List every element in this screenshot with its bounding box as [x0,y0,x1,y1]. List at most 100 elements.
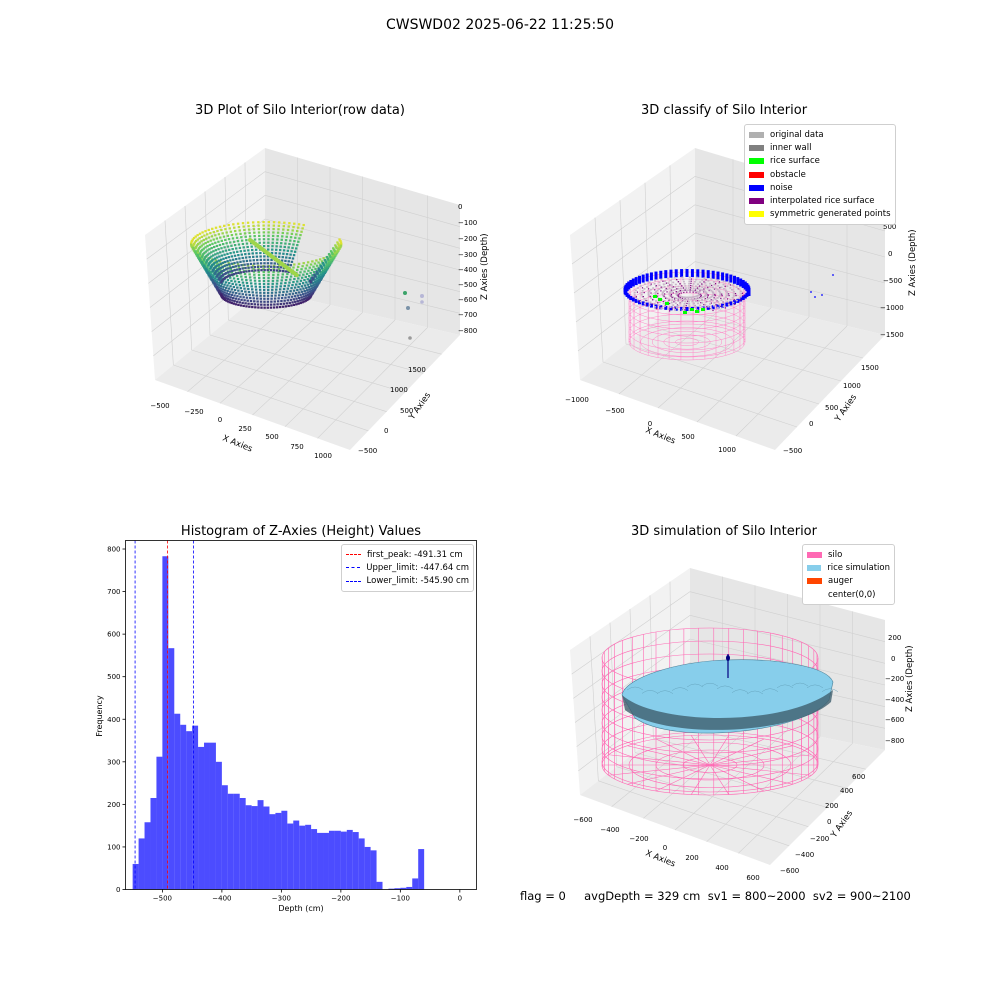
legend-label: interpolated rice surface [770,196,875,207]
classify-original-mark [653,303,656,305]
raw-point-cloud-mark [286,287,290,290]
classify-original-mark [639,285,642,287]
raw-point-cloud-mark [215,256,219,259]
raw-point-cloud-mark [249,299,253,303]
raw-point-cloud-mark [291,257,295,260]
raw-point-cloud-mark [311,274,314,277]
raw-point-cloud-mark [244,266,247,270]
raw-point-cloud-mark [222,235,226,238]
raw-point-cloud-mark [267,231,270,234]
classify-original-mark [671,296,674,298]
classify-interpolated-mark [733,298,735,301]
raw-point-cloud-mark [250,285,253,288]
raw-point-cloud-mark [203,251,206,255]
raw-point-cloud-mark [239,295,242,298]
raw-point-cloud-mark [221,250,225,253]
classify-original-mark [712,291,715,294]
raw-point-cloud-mark [272,231,275,234]
raw-point-cloud-mark [310,289,313,292]
raw-point-cloud-mark [287,225,290,228]
classify-original-mark [652,298,655,301]
raw-point-cloud-mark [251,221,255,224]
classify-original-mark [668,298,671,301]
raw-point-cloud-mark [200,235,204,238]
sim-ytick: 400 [840,787,853,795]
classify-original-mark [690,287,693,289]
classify-original-mark [693,280,696,283]
raw-point-cloud-mark [247,252,251,255]
raw-point-cloud-mark [297,240,300,243]
raw-point-cloud-mark [214,241,217,244]
raw-point-cloud-mark [284,281,287,285]
legend-entry: symmetric generated points [749,208,891,221]
classify-interpolated-mark [686,302,688,305]
raw-point-cloud-mark [194,235,197,238]
raw-point-cloud-mark [233,300,236,303]
classify-noise-mark [625,283,629,292]
raw-point-cloud-mark [229,276,232,279]
raw-point-cloud-mark [259,291,262,294]
classify-original-mark [662,294,665,297]
raw-point-cloud-mark [207,228,210,232]
classify-interpolated-mark [689,289,691,291]
legend-label: auger [828,576,853,587]
classify-rice-surface-mark [683,311,687,314]
raw-point-cloud-mark [230,244,233,247]
raw-point-cloud-mark [315,282,319,285]
raw-point-cloud-mark [216,268,220,271]
raw-point-cloud-mark [272,224,276,227]
classify-noise-mark [664,305,668,310]
raw-point-cloud-mark [308,295,311,298]
raw-point-cloud-mark [221,290,224,293]
raw-point-cloud-mark [194,251,197,254]
raw-point-cloud-mark [284,270,288,273]
raw-point-cloud-mark [288,222,291,225]
classify-interpolated-mark [689,291,691,293]
raw-point-cloud-mark [249,282,253,285]
classify-interpolated-mark [678,296,680,298]
sim-rice-mesh [806,684,824,689]
classify-original-mark [711,295,714,297]
raw-point-cloud-mark [228,301,231,304]
raw-point-cloud-mark [205,237,208,240]
raw-point-cloud-mark [253,235,256,238]
raw-point-cloud-mark [299,233,302,237]
raw-point-cloud-mark [262,270,265,274]
classify-original-mark [690,296,693,299]
raw-point-cloud-mark [293,263,296,266]
classify-original-mark [705,292,708,294]
sim-ztick: −200 [885,675,904,683]
raw-point-cloud-mark [239,250,243,253]
raw-point-cloud-mark [328,262,332,265]
raw-point-cloud-mark [318,279,321,283]
classify-original-mark [702,289,705,292]
raw-point-cloud-mark [266,258,270,261]
raw-point-cloud-mark [247,225,250,228]
classify-xtick: 1000 [718,446,736,454]
raw-point-cloud-mark [273,300,276,303]
raw-point-cloud-mark [207,264,210,267]
raw-point-cloud-mark [223,224,226,227]
classify-original-mark [666,288,669,290]
raw-point-cloud-mark [312,276,316,279]
raw-point-cloud-mark [206,258,209,262]
raw-point-cloud-mark [219,285,223,288]
raw-point-cloud-mark [289,253,292,256]
raw-point-cloud-mark [237,289,240,292]
sim-silo-spoke [690,735,711,766]
classify-interpolated-mark [705,279,707,281]
raw-point-cloud-mark [310,292,313,295]
raw-point-cloud-mark [294,292,298,295]
raw-point-cloud-mark [281,235,284,238]
classify-original-mark [708,288,711,291]
raw-point-cloud-mark [290,295,294,298]
classify-noise-mark [659,270,663,279]
raw-point-cloud-mark [223,260,227,264]
raw-point-cloud-mark [290,260,294,263]
legend-label: obstacle [770,169,806,180]
classify-original-mark [710,296,713,298]
raw-point-cloud-mark [321,261,324,265]
raw-point-cloud-mark [239,271,243,274]
raw-point-cloud-mark [221,273,225,276]
classify-original-mark [658,288,661,290]
